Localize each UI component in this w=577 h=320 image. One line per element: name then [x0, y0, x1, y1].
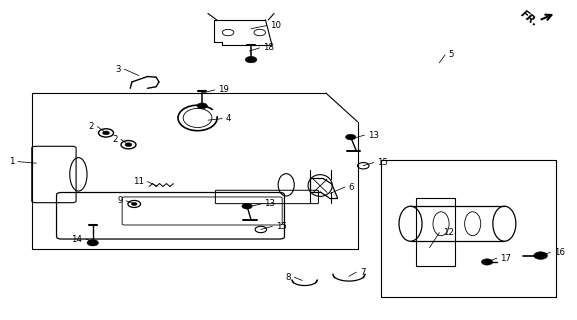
- Text: 19: 19: [218, 85, 229, 94]
- Text: 2: 2: [112, 135, 118, 144]
- Text: 4: 4: [226, 114, 231, 123]
- Text: 9: 9: [117, 196, 123, 205]
- Text: 6: 6: [349, 183, 354, 192]
- Text: 15: 15: [377, 158, 388, 167]
- Circle shape: [125, 143, 132, 147]
- Text: 2: 2: [88, 122, 94, 131]
- Circle shape: [534, 252, 548, 260]
- Circle shape: [481, 259, 493, 265]
- Text: 10: 10: [270, 21, 281, 30]
- Text: 1: 1: [9, 157, 14, 166]
- Text: 8: 8: [285, 273, 291, 282]
- Text: 13: 13: [264, 199, 275, 208]
- Text: 18: 18: [263, 43, 274, 52]
- Text: FR.: FR.: [519, 8, 540, 28]
- Circle shape: [346, 134, 356, 140]
- Text: 13: 13: [368, 131, 379, 140]
- Text: 11: 11: [133, 177, 144, 186]
- Circle shape: [132, 202, 137, 205]
- Circle shape: [242, 203, 252, 209]
- Text: 5: 5: [448, 50, 454, 59]
- Circle shape: [245, 56, 257, 63]
- Circle shape: [87, 240, 99, 246]
- Text: 14: 14: [72, 235, 83, 244]
- Circle shape: [197, 103, 207, 109]
- Text: 3: 3: [115, 65, 121, 74]
- Text: 15: 15: [276, 222, 287, 231]
- Text: 17: 17: [500, 254, 511, 263]
- Text: 7: 7: [360, 268, 365, 277]
- Text: 16: 16: [554, 248, 565, 257]
- Text: 12: 12: [443, 228, 454, 237]
- Circle shape: [103, 131, 110, 135]
